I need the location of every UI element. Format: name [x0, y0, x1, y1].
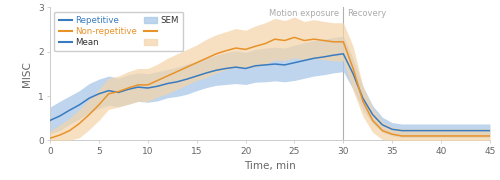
Legend: Repetitive, Non-repetitive, Mean, SEM, , : Repetitive, Non-repetitive, Mean, SEM, , — [54, 12, 183, 51]
X-axis label: Time, min: Time, min — [244, 161, 296, 171]
Text: Motion exposure: Motion exposure — [270, 9, 340, 18]
Y-axis label: MISC: MISC — [22, 61, 32, 87]
Text: Recovery: Recovery — [347, 9, 387, 18]
